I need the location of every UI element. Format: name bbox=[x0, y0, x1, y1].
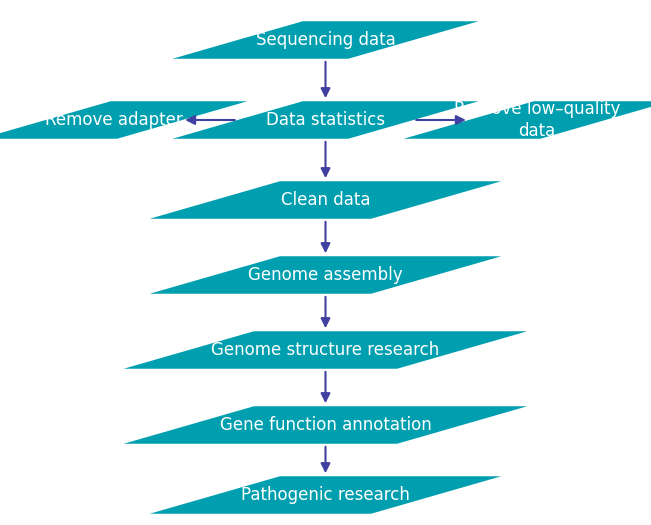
Text: Clean data: Clean data bbox=[281, 191, 370, 209]
Text: Remove low–quality
data: Remove low–quality data bbox=[454, 100, 620, 140]
Polygon shape bbox=[404, 101, 651, 139]
Text: Sequencing data: Sequencing data bbox=[256, 31, 395, 49]
Text: Remove adapter: Remove adapter bbox=[45, 111, 183, 129]
Text: Data statistics: Data statistics bbox=[266, 111, 385, 129]
Text: Gene function annotation: Gene function annotation bbox=[219, 416, 432, 434]
Text: Pathogenic research: Pathogenic research bbox=[241, 486, 410, 504]
Polygon shape bbox=[173, 101, 478, 139]
Polygon shape bbox=[0, 101, 247, 139]
Text: Genome structure research: Genome structure research bbox=[212, 341, 439, 359]
Polygon shape bbox=[150, 256, 501, 294]
Text: Genome assembly: Genome assembly bbox=[248, 266, 403, 284]
Polygon shape bbox=[124, 331, 527, 369]
Polygon shape bbox=[124, 406, 527, 444]
Polygon shape bbox=[150, 181, 501, 219]
Polygon shape bbox=[173, 21, 478, 59]
Polygon shape bbox=[150, 476, 501, 514]
